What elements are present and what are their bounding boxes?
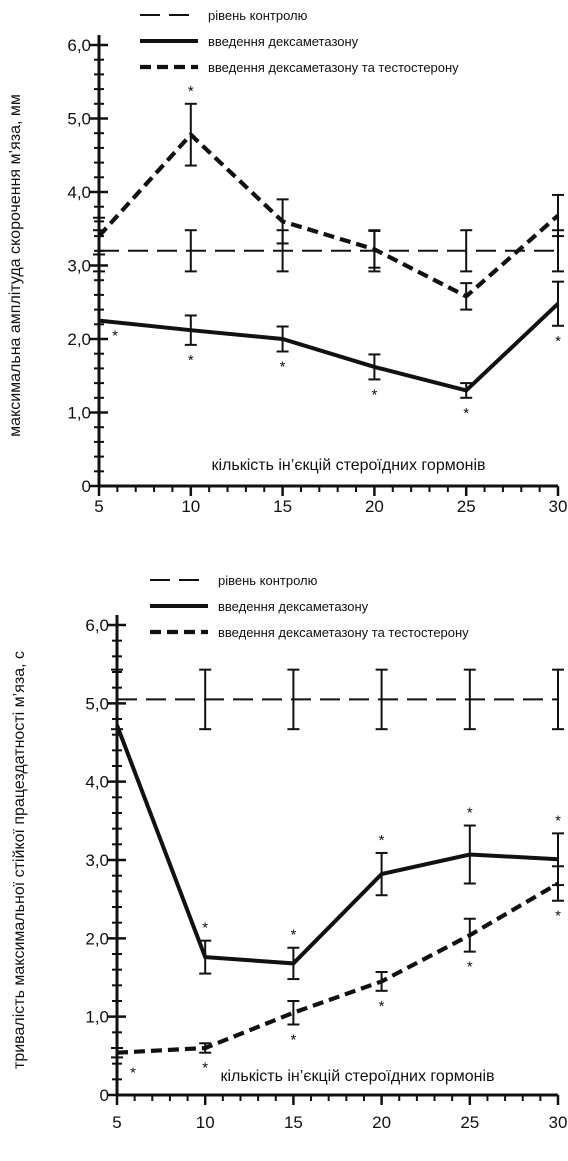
significance-star: * xyxy=(371,386,377,403)
x-tick-label: 10 xyxy=(196,1113,215,1132)
plot-note: кількість ін’єкцій стероїдних гормонів xyxy=(220,1068,494,1085)
x-tick-label: 25 xyxy=(460,1113,479,1132)
significance-star: * xyxy=(379,832,385,849)
series-line xyxy=(98,302,560,393)
legend-label: рівень контролю xyxy=(218,573,318,588)
significance-star: * xyxy=(555,333,561,350)
y-tick-label: 6,0 xyxy=(67,36,91,55)
x-tick-label: 20 xyxy=(365,497,384,516)
y-tick-label: 1,0 xyxy=(67,404,91,423)
series-line xyxy=(115,724,559,966)
y-tick-label: 0 xyxy=(100,1086,109,1105)
legend-label: введення дексаметазону та тестостерону xyxy=(218,625,469,640)
x-tick-label: 10 xyxy=(181,497,200,516)
y-tick-label: 0 xyxy=(82,477,91,496)
series-line xyxy=(116,881,560,1055)
y-axis-title: тривалість максимальної стійкої працезда… xyxy=(11,651,28,1069)
significance-star: * xyxy=(467,959,473,976)
x-tick-label: 15 xyxy=(284,1113,303,1132)
y-tick-label: 1,0 xyxy=(85,1008,109,1027)
significance-star: * xyxy=(280,358,286,375)
amplitude-chart: 0 1,0 2,0 3,0 4,0 5,0 6,0 5 10 15 20 25 30 максимальн… xyxy=(7,8,567,516)
legend-label: введення дексаметазону та тестостерону xyxy=(208,60,459,75)
x-tick-label: 25 xyxy=(457,497,476,516)
significance-star: * xyxy=(467,805,473,822)
significance-star: * xyxy=(290,1032,296,1049)
significance-star: * xyxy=(463,405,469,422)
legend-label: введення дексаметазону xyxy=(208,34,359,49)
y-tick-label: 2,0 xyxy=(67,330,91,349)
significance-star: * xyxy=(112,328,118,345)
y-tick-label: 4,0 xyxy=(85,773,109,792)
y-tick-label: 3,0 xyxy=(85,851,109,870)
significance-star: * xyxy=(290,927,296,944)
significance-star: * xyxy=(188,83,194,100)
legend-label: рівень контролю xyxy=(208,8,308,23)
endurance-chart: 0 1,0 2,0 3,0 4,0 5,0 6,0 5 10 15 20 25 30 тривалість… xyxy=(11,573,567,1132)
y-tick-label: 3,0 xyxy=(67,257,91,276)
y-axis-title: максимальна амплітуда скорочення м’яза, … xyxy=(7,94,24,437)
significance-star: * xyxy=(202,1060,208,1077)
significance-star: * xyxy=(130,1064,136,1081)
y-tick-label: 2,0 xyxy=(85,929,109,948)
significance-star: * xyxy=(555,812,561,829)
x-tick-label: 30 xyxy=(549,1113,568,1132)
plot-note: кількість ін’єкцій стероїдних гормонів xyxy=(211,457,485,474)
y-tick-label: 5,0 xyxy=(85,694,109,713)
significance-star: * xyxy=(188,352,194,369)
y-tick-label: 6,0 xyxy=(85,616,109,635)
x-tick-label: 5 xyxy=(112,1113,121,1132)
significance-star: * xyxy=(202,920,208,937)
x-tick-label: 15 xyxy=(273,497,292,516)
significance-star: * xyxy=(379,998,385,1015)
x-tick-label: 30 xyxy=(549,497,568,516)
significance-star: * xyxy=(555,908,561,925)
y-tick-label: 5,0 xyxy=(67,110,91,129)
series-line xyxy=(97,131,560,299)
x-tick-label: 20 xyxy=(372,1113,391,1132)
x-tick-label: 5 xyxy=(94,497,103,516)
y-tick-label: 4,0 xyxy=(67,183,91,202)
legend-label: введення дексаметазону xyxy=(218,599,369,614)
